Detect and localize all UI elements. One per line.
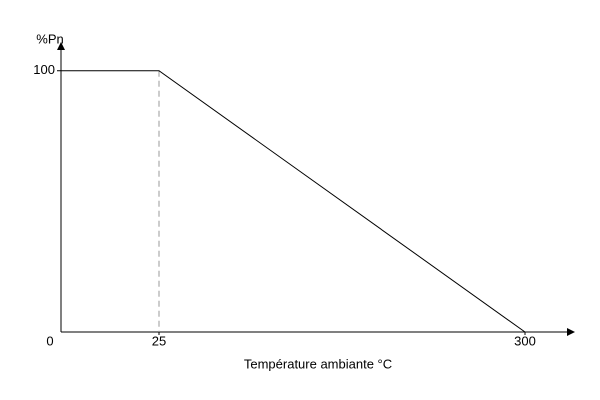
x-tick-label: 25 <box>152 333 166 348</box>
y-axis-arrow <box>57 42 65 50</box>
y-tick-label: 0 <box>46 333 53 348</box>
y-tick-label: 100 <box>33 62 55 77</box>
line <box>61 70 526 333</box>
y-axis-label: %Pn <box>36 31 63 46</box>
x-tick-label: 300 <box>514 333 536 348</box>
x-axis-arrow <box>567 328 575 336</box>
x-axis-label: Température ambiante °C <box>244 356 392 371</box>
